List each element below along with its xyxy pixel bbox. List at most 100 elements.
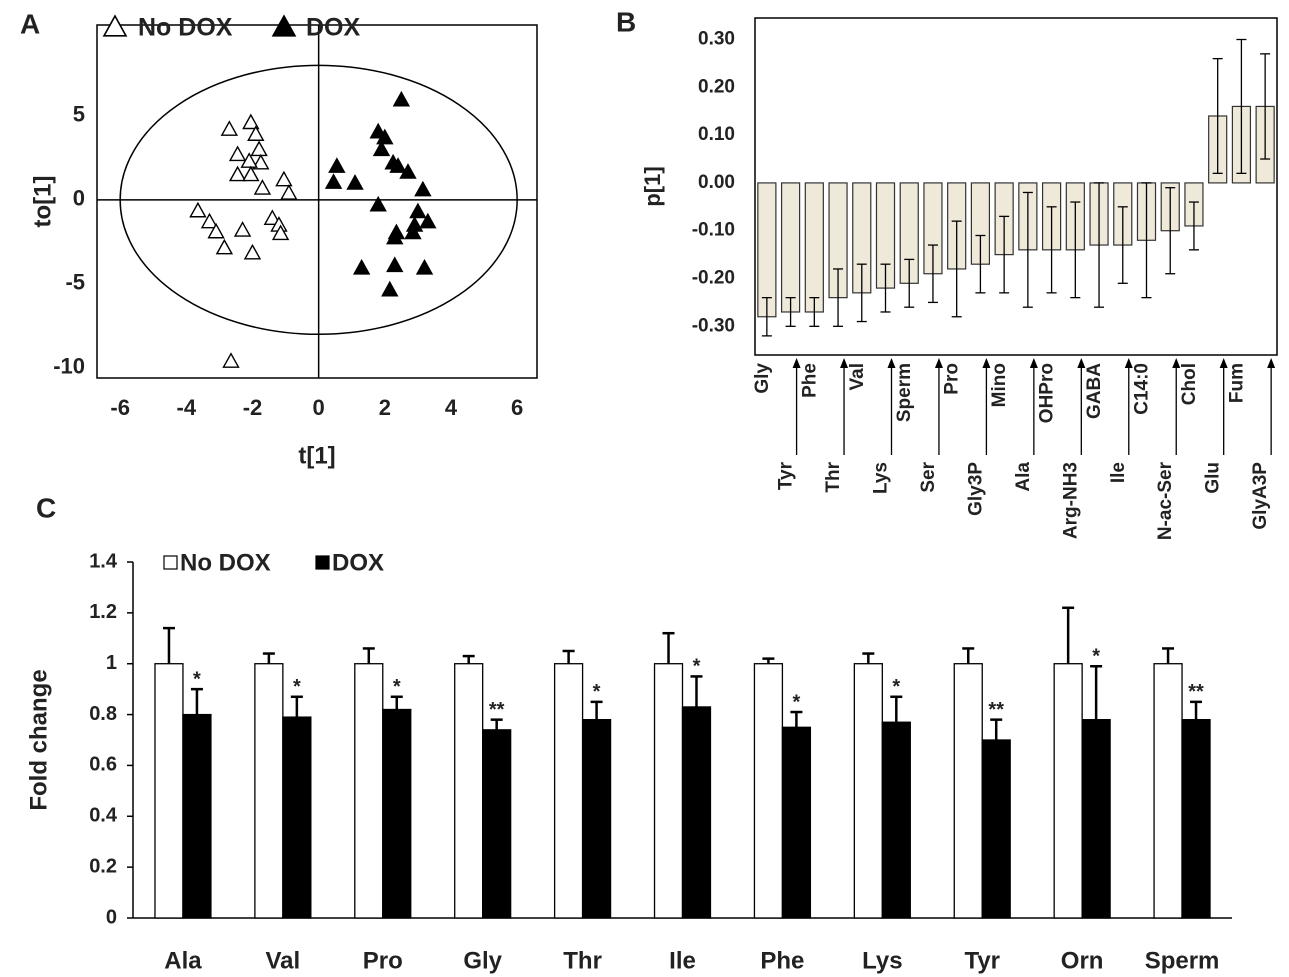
x-tick-label: Gly [463,947,502,974]
x-tick-label: Glu [1203,462,1224,494]
y-tick-label: 0.4 [89,805,118,827]
y-tick-label: -0.10 [692,220,735,241]
bar [681,706,712,919]
legend-label: No DOX [138,14,233,42]
plot-frame [754,17,1278,356]
bar [382,708,412,919]
data-point [352,258,371,275]
x-tick-label: Fum [1226,363,1247,403]
data-point [280,184,298,200]
data-point [200,212,219,229]
y-tick-label: -0.30 [692,315,735,336]
arrow-head [934,358,943,368]
legend-label: DOX [332,549,384,576]
x-tick-label: N-ac-Ser [1155,461,1176,540]
arrow-head [887,358,896,368]
x-tick-label: -4 [177,395,197,420]
data-point [242,165,260,182]
bar [881,721,911,919]
y-tick-label: -10 [53,354,85,379]
data-point [215,238,234,255]
bar [757,182,777,318]
x-tick-label: Phe [799,363,820,398]
arrow-head [1219,358,1228,368]
y-tick-label: -0.20 [692,268,735,289]
bar [354,663,384,919]
x-tick-label: Gly [752,363,773,394]
arrow-head [1029,358,1038,368]
significance-label: * [1092,646,1100,668]
data-point [392,90,411,107]
bar [653,663,684,919]
data-point [399,163,417,179]
bar [1153,663,1183,919]
significance-label: * [193,668,201,690]
x-tick-label: OHPro [1037,363,1058,423]
x-tick-label: Val [266,947,301,974]
x-tick-label: GABA [1084,363,1105,419]
bar [753,663,784,919]
data-point [243,243,262,260]
arrow-head [1077,358,1086,368]
x-tick-label: GlyA3P [1250,462,1271,530]
arrow-head [1172,358,1181,368]
panel-label: A [20,8,40,39]
x-tick-label: Ala [1013,462,1034,492]
x-tick-label: Thr [823,461,844,492]
data-point [415,258,434,275]
legend-marker [163,555,178,570]
data-point [409,202,427,219]
y-tick-label: 5 [73,102,85,127]
plot-frame [96,24,538,379]
x-tick-label: Arg-NH3 [1060,462,1081,539]
arrow-head [1124,358,1133,368]
x-tick-label: 4 [445,395,458,420]
x-tick-label: Ser [918,461,939,492]
legend-marker [271,14,297,37]
arrow-head [982,358,991,368]
arrow-head [792,358,801,368]
data-point [222,352,240,368]
data-point [376,128,394,145]
bar [553,663,584,919]
x-tick-label: Sperm [894,363,915,422]
data-point [414,180,432,197]
data-point [253,179,272,195]
x-tick-label: -2 [243,395,263,420]
data-point [271,224,290,241]
panel-label: B [616,6,636,37]
data-point [252,153,270,170]
arrow-head [1267,358,1276,368]
bar [981,739,1011,919]
bar [853,663,883,919]
x-tick-label: Ala [164,947,202,974]
data-point [207,222,225,239]
data-point [250,140,268,157]
data-point [386,228,404,245]
y-tick-label: 1.2 [89,601,117,623]
x-tick-label: Sperm [1145,947,1220,974]
data-point [228,165,247,182]
bar [953,663,983,919]
significance-label: ** [1188,681,1204,703]
bar [781,726,812,919]
y-tick-label: 0.6 [89,754,117,776]
data-point [247,125,265,141]
y-tick-label: -5 [65,270,85,295]
x-tick-label: Chol [1179,363,1200,405]
x-tick-label: Tyr [776,461,797,490]
bar [581,719,612,919]
bar [1081,719,1111,919]
significance-label: * [393,676,401,698]
y-tick-label: 0.00 [698,172,735,193]
data-point [233,221,252,237]
legend-marker [102,14,128,37]
significance-label: ** [988,699,1004,721]
data-point [275,170,293,187]
bar [482,729,512,919]
y-tick-label: 0.10 [698,124,735,145]
data-point [404,223,422,240]
data-point [381,280,399,297]
bar [780,182,801,313]
